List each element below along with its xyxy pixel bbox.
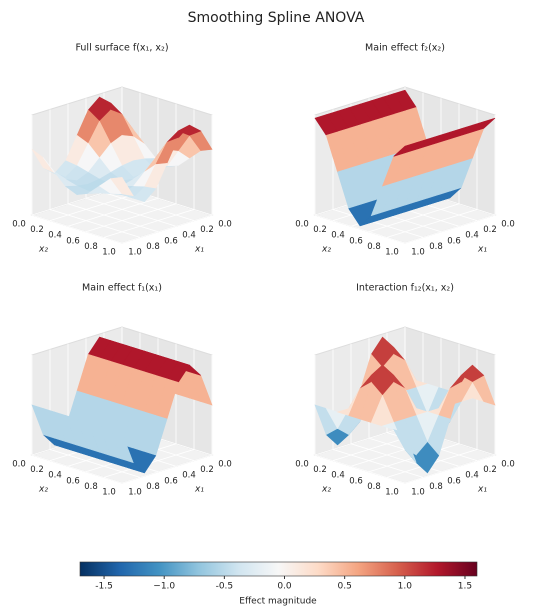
y-tick-label: 0.4 [48,471,62,481]
y-tick-label: 0.2 [313,465,327,475]
x-tick-label: 0.2 [483,225,497,235]
grid-line [121,355,213,484]
y-tick-label: 0.6 [349,476,363,486]
y-tick-label: 0.8 [367,242,381,252]
grid-line [67,98,159,227]
y-tick-label: 0.0 [12,220,26,230]
x-tick-label: 1.0 [128,488,142,498]
subplot: Interaction f₁₂(x₁, x₂) 0.0 0.2 0.4 0.6 0.8 1.… [295,283,515,498]
y-tick-label: 0.2 [30,225,44,235]
figure-title: Smoothing Spline ANOVA [188,10,365,26]
grid-line [404,355,496,484]
y-axis-label: x₂ [321,245,331,255]
x-tick-label: 0.6 [447,476,461,486]
x-tick-label: 0.8 [429,242,443,252]
y-tick-label: 0.8 [367,482,381,492]
x-axis-label: x₁ [194,485,204,495]
y-tick-label: 0.0 [295,460,309,470]
subplot: Full surface f(x₁, x₂) 0.0 0.2 0.4 0.6 0.8 1.0… [12,43,232,258]
y-axis-label: x₂ [321,485,331,495]
x-tick-label: 0.4 [465,471,479,481]
grid-line [404,115,496,244]
y-tick-label: 0.2 [313,225,327,235]
grid-line [31,355,123,484]
y-tick-label: 1.0 [102,248,116,258]
colorbar-tick-label: -1.5 [95,582,113,592]
grid-line [368,343,460,473]
y-tick-label: 0.6 [66,236,80,246]
colorbar-tick-label: 0.0 [277,582,292,592]
y-tick-label: 1.0 [385,488,399,498]
x-tick-label: 0.6 [447,236,461,246]
x-tick-label: 0.4 [465,231,479,241]
y-tick-label: 0.6 [349,236,363,246]
x-tick-label: 1.0 [128,248,142,258]
subplot: Main effect f₁(x₁) 0.0 0.2 0.4 0.6 0.8 1.0 0.0 0… [12,283,232,498]
grid-line [31,115,123,244]
y-tick-label: 0.4 [331,471,345,481]
x-tick-label: 1.0 [411,488,425,498]
subplot-title: Interaction f₁₂(x₁, x₂) [356,283,454,294]
x-tick-label: 0.2 [200,225,214,235]
x-tick-label: 0.6 [164,236,178,246]
y-tick-label: 0.2 [30,465,44,475]
y-tick-label: 0.8 [84,242,98,252]
subplot-title: Main effect f₁(x₁) [82,283,162,294]
colorbar-tick-label: −1.0 [153,582,175,592]
x-tick-label: 0.0 [218,460,232,470]
grid-line [121,115,213,244]
surface-cell [110,177,134,197]
y-tick-label: 0.0 [12,460,26,470]
y-tick-label: 1.0 [102,488,116,498]
subplot-title: Full surface f(x₁, x₂) [75,43,168,54]
x-tick-label: 0.4 [182,471,196,481]
y-axis-label: x₂ [38,485,48,495]
colorbar-tick-label: 1.5 [458,582,472,592]
surface-cell [393,428,417,463]
surface-cell [393,142,417,157]
x-tick-label: 0.0 [218,220,232,230]
y-axis-label: x₂ [38,245,48,255]
x-axis-label: x₁ [477,485,487,495]
surface-cell [110,429,134,464]
x-tick-label: 0.8 [429,482,443,492]
y-tick-label: 0.4 [331,231,345,241]
x-tick-label: 0.2 [483,465,497,475]
colorbar-tick-label: -0.5 [216,582,234,592]
subplot-title: Main effect f₂(x₂) [365,43,445,54]
subplot: Main effect f₂(x₂) 0.0 0.2 0.4 0.6 0.8 1.0 0.0 0… [295,43,515,258]
x-tick-label: 0.8 [146,482,160,492]
colorbar-tick-label: 1.0 [398,582,413,592]
y-tick-label: 0.0 [295,220,309,230]
colorbar-tick-label: 0.5 [338,582,352,592]
x-tick-label: 0.0 [501,220,515,230]
colorbar [79,561,478,577]
x-tick-label: 0.4 [182,231,196,241]
x-tick-label: 0.2 [200,465,214,475]
x-tick-label: 0.6 [164,476,178,486]
y-tick-label: 0.4 [48,231,62,241]
colorbar-label: Effect magnitude [239,597,317,606]
y-tick-label: 0.6 [66,476,80,486]
x-tick-label: 1.0 [411,248,425,258]
x-tick-label: 0.0 [501,460,515,470]
x-tick-label: 0.8 [146,242,160,252]
x-axis-label: x₁ [477,245,487,255]
x-axis-label: x₁ [194,245,204,255]
y-tick-label: 1.0 [385,248,399,258]
y-tick-label: 0.8 [84,482,98,492]
